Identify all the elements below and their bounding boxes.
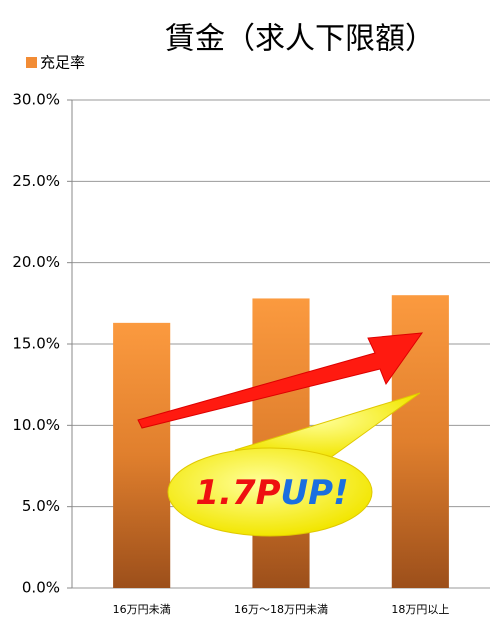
y-tick-label: 5.0%: [22, 497, 60, 515]
y-tick-label: 0.0%: [22, 579, 60, 597]
x-tick-label: 16万〜18万円未満: [234, 603, 328, 616]
legend-swatch: [26, 57, 37, 68]
annotation-part: UP!: [281, 473, 349, 513]
annotation-part: 1.7P: [195, 473, 280, 513]
y-tick-label: 15.0%: [12, 335, 60, 353]
legend-label: 充足率: [40, 54, 85, 72]
y-tick-label: 10.0%: [12, 416, 60, 434]
y-tick-label: 25.0%: [12, 172, 60, 190]
y-tick-label: 20.0%: [12, 253, 60, 271]
arrow: [137, 332, 424, 429]
x-tick-label: 16万円未満: [113, 603, 171, 616]
chart-title: 賃金（求人下限額）: [165, 22, 435, 57]
annotation: 1.7PUP!: [195, 473, 348, 513]
x-tick-label: 18万円以上: [391, 603, 449, 616]
y-tick-label: 30.0%: [12, 91, 60, 109]
bar: [113, 322, 171, 588]
bubble: [167, 447, 373, 537]
